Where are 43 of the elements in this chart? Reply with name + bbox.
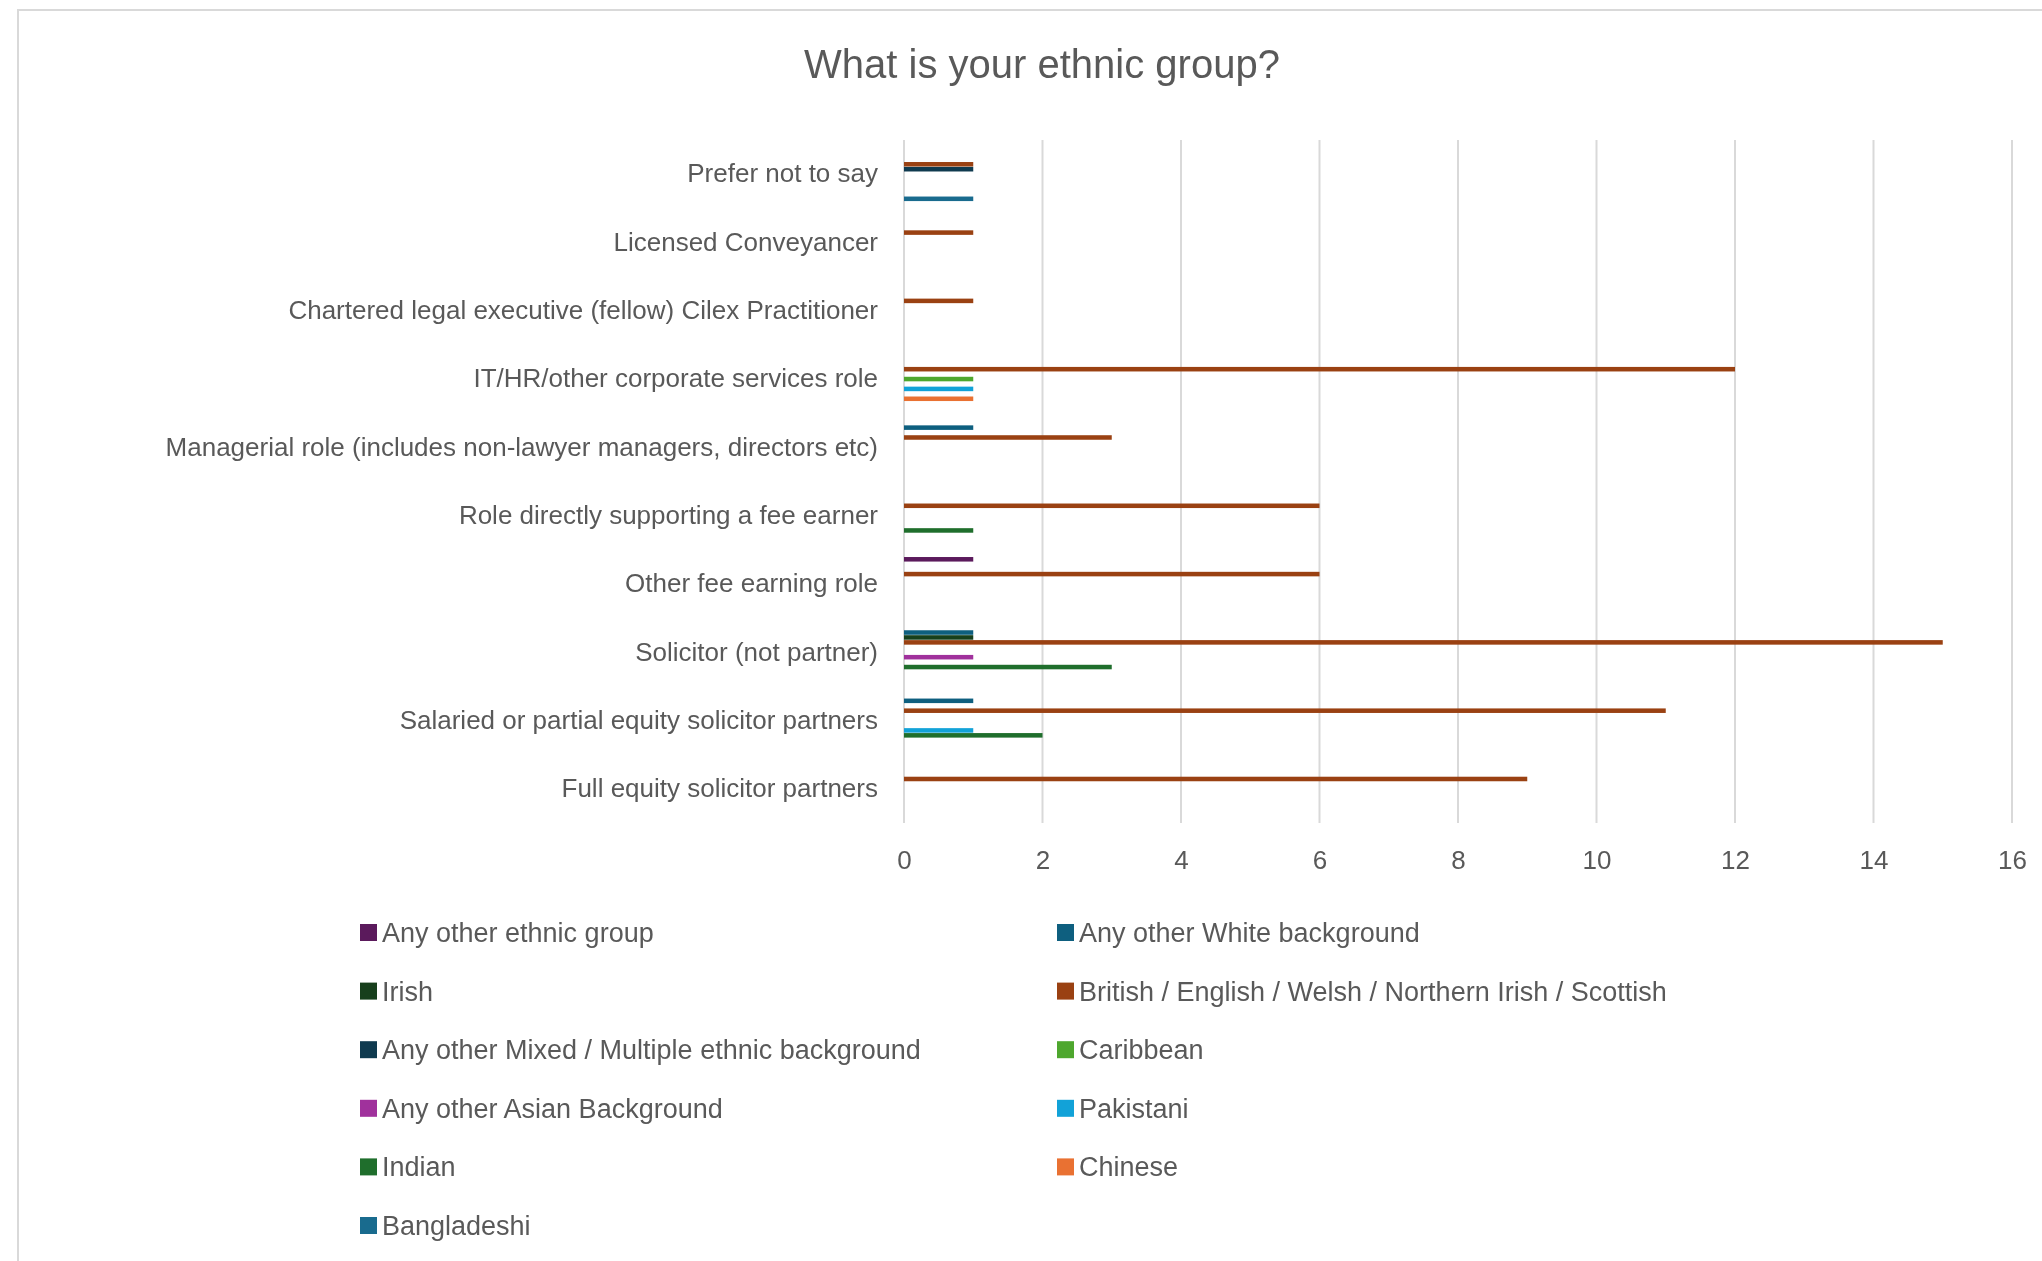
legend-label: Irish: [382, 976, 434, 1007]
x-tick-label: 2: [1035, 845, 1051, 876]
x-tick-label: 16: [1998, 845, 2027, 876]
legend-label: Any other Asian Background: [382, 1093, 723, 1124]
y-tick-label: Salaried or partial equity solicitor partners: [399, 704, 878, 735]
x-tick-label: 8: [1451, 845, 1466, 876]
x-tick-label: 4: [1174, 845, 1189, 876]
bar: [904, 728, 974, 733]
bar: [904, 708, 1666, 713]
bar: [904, 630, 974, 635]
y-tick-label: Managerial role (includes non-lawyer managers, directors etc): [165, 431, 878, 462]
legend-label: Caribbean: [1079, 1035, 1204, 1066]
legend-label: Any other ethnic group: [382, 918, 654, 948]
y-tick-label: IT/HR/other corporate services role: [473, 363, 878, 394]
bar: [904, 435, 1112, 440]
chart-title: What is your ethnic group?: [804, 42, 1280, 86]
x-tick-label: 0: [897, 845, 912, 876]
legend-label: Any other White background: [1079, 918, 1420, 948]
bar: [904, 162, 974, 167]
bar: [904, 425, 974, 430]
legend-label: Bangladeshi: [382, 1211, 531, 1241]
y-tick-label: Role directly supporting a fee earner: [458, 499, 879, 530]
x-tick-label: 6: [1312, 845, 1328, 876]
legend-label: Pakistani: [1079, 1093, 1189, 1124]
bar: [904, 640, 1943, 645]
bar: [904, 557, 974, 562]
bar: [904, 528, 974, 533]
y-tick-label: Other fee earning role: [625, 568, 878, 599]
y-tick-label: Licensed Conveyancer: [613, 226, 879, 257]
y-tick-label: Solicitor (not partner): [635, 636, 878, 667]
bar: [904, 230, 974, 235]
legend-label: Indian: [382, 1152, 456, 1183]
legend-label: British / English / Welsh / Northern Irish / Scottish: [1079, 976, 1667, 1007]
bar: [904, 635, 974, 640]
legend-label: Chinese: [1079, 1152, 1179, 1183]
y-tick-label: Chartered legal executive (fellow) Cilex Practitioner: [288, 295, 879, 326]
y-tick-label: Full equity solicitor partners: [561, 773, 878, 804]
y-tick-label: Prefer not to say: [687, 158, 878, 189]
legend-label: Any other Mixed / Multiple ethnic background: [382, 1035, 921, 1066]
x-tick-label: 12: [1721, 845, 1750, 876]
x-tick-label: 14: [1859, 845, 1889, 876]
x-tick-label: 10: [1582, 845, 1612, 876]
bar: [904, 733, 1043, 738]
